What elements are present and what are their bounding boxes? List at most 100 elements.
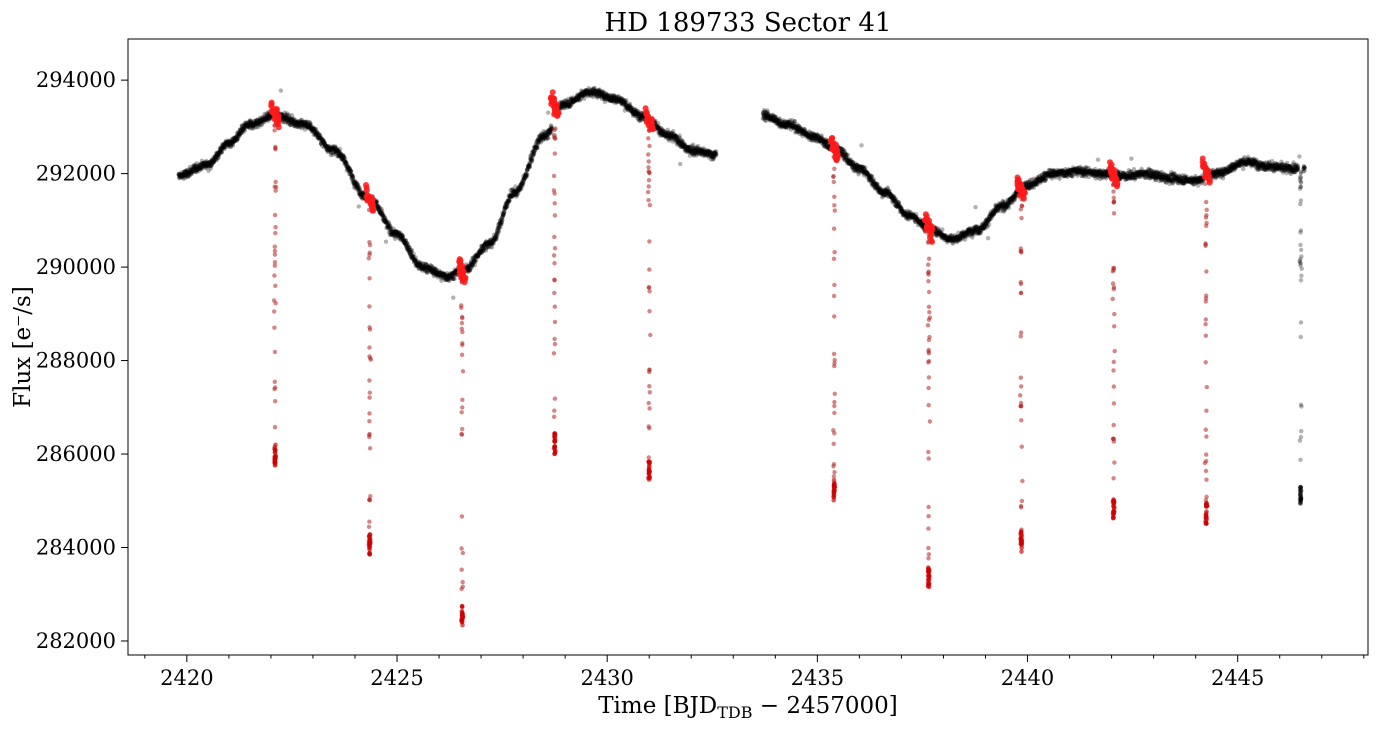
baseline-point: [183, 173, 188, 178]
baseline-point: [243, 120, 248, 126]
baseline-point: [232, 139, 237, 144]
baseline-point: [235, 130, 241, 135]
baseline-point: [234, 136, 240, 142]
baseline-point: [222, 146, 227, 152]
baseline-point: [263, 117, 268, 123]
baseline-point: [263, 117, 268, 122]
baseline-point: [282, 115, 287, 120]
baseline-point: [213, 158, 218, 163]
baseline-point: [257, 115, 262, 121]
baseline-point: [230, 141, 235, 146]
baseline-point: [678, 161, 683, 167]
baseline-point: [245, 124, 251, 129]
baseline-point: [239, 123, 244, 128]
baseline-point: [257, 116, 263, 122]
baseline-point: [202, 163, 207, 168]
baseline-point: [209, 159, 215, 164]
baseline-point: [281, 116, 286, 122]
baseline-point: [240, 124, 245, 130]
baseline-point: [210, 160, 215, 165]
baseline-point: [227, 139, 232, 144]
baseline-point: [261, 117, 267, 122]
baseline-point: [228, 141, 233, 146]
baseline-point: [194, 167, 200, 172]
baseline-point: [228, 139, 234, 145]
baseline-point: [198, 162, 203, 167]
baseline-point: [240, 128, 246, 133]
baseline-point: [193, 163, 198, 168]
baseline-point: [197, 164, 202, 169]
baseline-point: [230, 143, 236, 148]
baseline-point: [190, 164, 195, 169]
baseline-point: [264, 115, 270, 121]
baseline-point: [235, 137, 240, 142]
baseline-point: [233, 135, 238, 140]
baseline-point: [251, 124, 256, 129]
baseline-point: [253, 122, 258, 127]
baseline-point: [199, 164, 204, 169]
baseline-point: [286, 116, 291, 122]
baseline-point: [242, 126, 247, 131]
baseline-point: [177, 175, 183, 180]
baseline-point: [845, 152, 850, 157]
baseline-point: [183, 172, 189, 178]
baseline-point: [216, 151, 222, 156]
baseline-point: [229, 141, 234, 146]
baseline-point: [282, 110, 287, 115]
baseline-point: [226, 143, 231, 148]
baseline-point: [261, 118, 266, 123]
baseline-point: [496, 229, 502, 234]
baseline-point: [188, 170, 193, 175]
baseline-point: [208, 166, 213, 171]
baseline-point: [286, 117, 291, 123]
baseline-point: [239, 123, 245, 128]
baseline-point: [216, 150, 221, 155]
baseline-point: [232, 138, 237, 143]
baseline-point: [251, 123, 256, 128]
baseline-point: [187, 171, 192, 176]
baseline-point: [239, 130, 244, 135]
baseline-point: [218, 145, 223, 150]
baseline-point: [227, 141, 232, 146]
baseline-point: [257, 122, 262, 127]
baseline-point: [195, 167, 200, 172]
baseline-point: [265, 112, 270, 117]
baseline-point: [208, 162, 214, 167]
baseline-point: [205, 163, 211, 168]
baseline-point: [214, 150, 219, 156]
baseline-point: [265, 113, 270, 119]
baseline-point: [207, 159, 213, 165]
baseline-point: [241, 126, 246, 132]
baseline-point: [262, 116, 268, 122]
baseline-point: [240, 126, 245, 132]
baseline-point: [232, 138, 238, 144]
baseline-point: [284, 114, 289, 120]
baseline-point: [261, 116, 266, 122]
baseline-point: [254, 124, 259, 130]
baseline-point: [222, 144, 227, 150]
baseline-point: [244, 123, 249, 129]
baseline-point: [210, 157, 215, 162]
baseline-point: [196, 165, 202, 170]
baseline-point: [239, 128, 244, 134]
baseline-point: [233, 135, 238, 140]
baseline-point: [257, 117, 263, 123]
baseline-point: [178, 172, 184, 178]
baseline-point: [546, 110, 551, 115]
baseline-point: [228, 140, 233, 145]
baseline-point: [226, 139, 231, 144]
baseline-point: [189, 171, 194, 176]
baseline-point: [236, 131, 242, 137]
baseline-point: [253, 122, 258, 128]
baseline-point: [284, 119, 289, 124]
baseline-point: [227, 139, 233, 144]
baseline-point: [266, 118, 271, 124]
data-points: [176, 86, 1308, 628]
baseline-point: [203, 162, 208, 167]
baseline-point: [250, 121, 255, 127]
baseline-point: [179, 174, 184, 180]
baseline-point: [245, 122, 250, 127]
baseline-point: [245, 123, 251, 129]
baseline-point: [258, 118, 263, 123]
